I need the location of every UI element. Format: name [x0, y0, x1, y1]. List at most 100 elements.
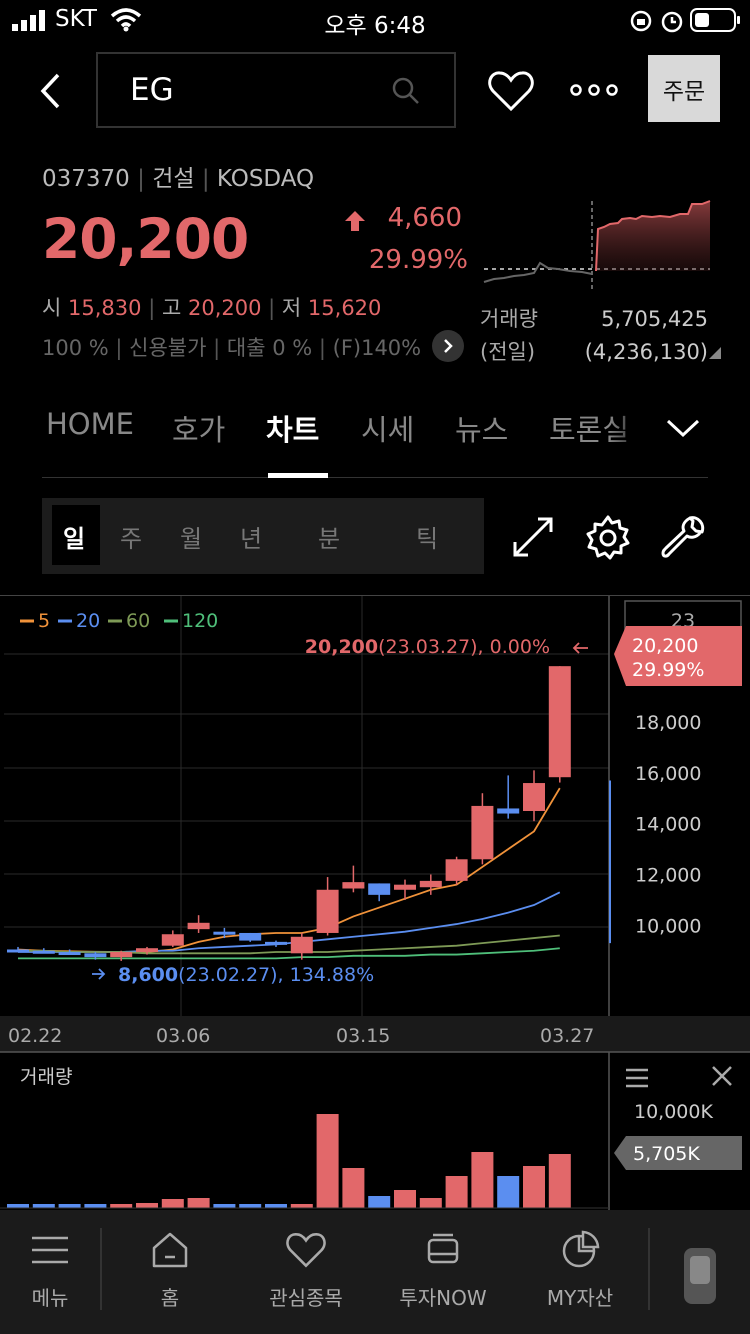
- wrench-icon[interactable]: [660, 514, 708, 562]
- home-icon[interactable]: [150, 1230, 190, 1270]
- candle-body: [523, 783, 545, 811]
- x-axis-band: [609, 1016, 750, 1052]
- period-month[interactable]: 월: [180, 525, 203, 553]
- tab-chart[interactable]: 차트: [266, 413, 320, 447]
- volume-bar: [368, 1196, 391, 1208]
- nav-my-assets-label[interactable]: MY자산: [546, 1286, 614, 1310]
- wifi-icon: [110, 8, 142, 32]
- chart-panel[interactable]: 5 20 60 120 20,200(23.03.27), 0.00% 8,600(23.…: [0, 595, 750, 1211]
- search-icon[interactable]: [392, 77, 420, 105]
- menu-icon[interactable]: [30, 1230, 70, 1270]
- nav-watchlist-label[interactable]: 관심종목: [269, 1286, 343, 1310]
- chevron-right-icon: [444, 339, 453, 353]
- low-annotation: 8,600(23.02.27), 134.88%: [118, 964, 374, 986]
- candle-body: [161, 934, 184, 946]
- volume-bar: [497, 1176, 520, 1208]
- settings-gear-icon[interactable]: [584, 514, 632, 562]
- candle-body: [7, 949, 29, 953]
- open-price: 15,830: [68, 296, 142, 320]
- period-year[interactable]: 년: [240, 525, 263, 553]
- y-tick-label: 14,000: [635, 814, 701, 836]
- high-price: 20,200: [187, 296, 262, 320]
- volume-bar: [213, 1204, 236, 1208]
- ma-line-120: [18, 947, 560, 960]
- volume-bar: [394, 1190, 416, 1208]
- current-price: 20,200: [42, 207, 249, 271]
- back-arrow-icon[interactable]: [38, 72, 64, 110]
- chevron-down-icon[interactable]: [666, 418, 700, 438]
- fullscreen-icon[interactable]: [510, 514, 556, 560]
- period-day[interactable]: 일: [63, 525, 86, 553]
- alarm-icon: [661, 11, 683, 33]
- close-icon[interactable]: [712, 1066, 732, 1086]
- candle-body: [497, 808, 520, 814]
- nav-invest-now-label[interactable]: 투자NOW: [399, 1286, 487, 1310]
- x-tick-label: 03.15: [336, 1025, 390, 1047]
- phone-device-icon[interactable]: [682, 1246, 718, 1306]
- order-button[interactable]: 주문: [648, 55, 720, 122]
- volume-value: 5,705,425: [601, 307, 708, 331]
- nav-home-label[interactable]: 홈: [160, 1286, 180, 1310]
- rotation-lock-icon: [630, 10, 652, 32]
- volume-bar: [316, 1114, 339, 1208]
- invest-now-icon[interactable]: [423, 1230, 463, 1270]
- high-annotation: 20,200(23.03.27), 0.00%: [305, 636, 550, 658]
- tab-home[interactable]: HOME: [46, 407, 134, 441]
- stock-code: 037370: [42, 166, 130, 192]
- candle-body: [368, 883, 391, 895]
- candle-body: [58, 952, 81, 956]
- volume-labels: 거래량 (전일): [480, 303, 538, 369]
- change-rate: 29.99%: [368, 245, 468, 275]
- margin-rate: 100 %: [42, 336, 109, 360]
- candle-body: [394, 884, 416, 890]
- candle-body: [342, 882, 365, 889]
- candle-body: [290, 936, 313, 954]
- open-label: 시: [42, 296, 62, 320]
- x-tick-label: 03.27: [540, 1025, 594, 1047]
- tab-divider: [42, 477, 708, 478]
- high-annotation-detail: (23.03.27), 0.00%: [378, 636, 550, 658]
- bottom-navigation: [0, 1210, 750, 1334]
- tab-forum[interactable]: 토론실: [549, 413, 630, 447]
- favorite-heart-icon[interactable]: [488, 70, 534, 112]
- tab-quotes[interactable]: 시세: [361, 413, 415, 447]
- nav-menu-label[interactable]: 메뉴: [31, 1286, 69, 1310]
- y-tick-label: 18,000: [635, 712, 701, 734]
- loan-rate: 대출 0 %: [226, 336, 313, 360]
- candle-body: [187, 922, 210, 930]
- volume-bar: [445, 1176, 468, 1208]
- arrow-left-icon: [572, 642, 588, 654]
- prev-volume-label: (전일): [480, 340, 536, 364]
- volume-bar: [7, 1204, 29, 1208]
- period-week[interactable]: 주: [120, 525, 143, 553]
- expand-info-button[interactable]: [432, 330, 464, 362]
- corner-triangle-icon: [709, 347, 721, 359]
- candle-body: [84, 953, 107, 958]
- candle-body: [239, 932, 262, 941]
- volume-bar: [471, 1152, 494, 1208]
- volume-menu-icon[interactable]: [626, 1068, 648, 1088]
- candle-body: [471, 805, 494, 860]
- current-price-tag: [614, 626, 742, 686]
- search-input[interactable]: [96, 52, 456, 128]
- volume-current-value: 5,705K: [633, 1143, 700, 1165]
- tab-news[interactable]: 뉴스: [455, 413, 509, 447]
- y-tick-label: 12,000: [635, 865, 701, 887]
- watchlist-heart-icon[interactable]: [286, 1230, 326, 1270]
- period-minute[interactable]: 분: [318, 525, 341, 553]
- period-tick[interactable]: 틱: [416, 525, 439, 553]
- status-bar: SKT 오후 6:48: [0, 0, 750, 40]
- volume-bar: [290, 1204, 313, 1208]
- tab-orderbook[interactable]: 호가: [172, 413, 226, 447]
- ma-legend-label: 20: [76, 610, 100, 632]
- nav-divider: [648, 1228, 650, 1310]
- current-price-tag-value: 20,200: [632, 635, 698, 657]
- low-annotation-price: 8,600: [118, 964, 178, 986]
- more-options-icon[interactable]: [570, 84, 618, 96]
- volume-bar: [32, 1204, 55, 1208]
- my-assets-pie-icon[interactable]: [560, 1230, 600, 1270]
- mini-intraday-chart[interactable]: [480, 196, 712, 296]
- candle-body: [32, 950, 55, 954]
- candle-body: [445, 859, 468, 881]
